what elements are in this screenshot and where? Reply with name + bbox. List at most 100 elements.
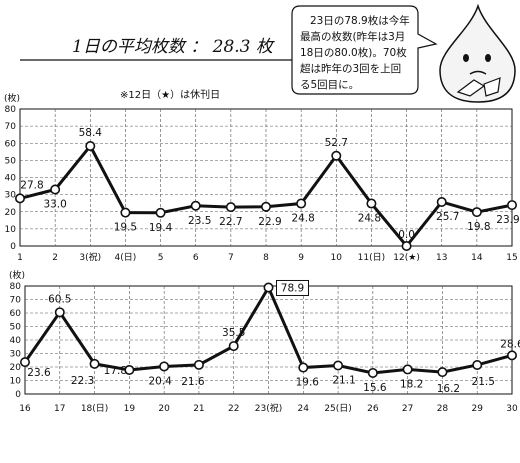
- data-point: [506, 200, 517, 211]
- x-tick-label: 2: [52, 253, 58, 263]
- x-tick-label: 13: [436, 253, 447, 263]
- data-point: [366, 198, 377, 209]
- data-point: [401, 241, 412, 252]
- bubble-line-5: る5回目に。: [300, 79, 359, 91]
- data-point: [193, 359, 204, 370]
- holiday-note: ※12日（★）は休刊日: [120, 89, 220, 101]
- data-point: [54, 307, 65, 318]
- data-label: 16.2: [437, 383, 460, 395]
- y-tick-label: 70: [5, 122, 17, 132]
- data-label: 21.1: [332, 375, 355, 387]
- y-tick-label: 0: [10, 242, 16, 252]
- x-tick-label: 22: [228, 404, 239, 414]
- data-point: [124, 364, 135, 375]
- y-tick-label: 40: [10, 336, 22, 346]
- data-point: [260, 201, 271, 212]
- data-point: [89, 358, 100, 369]
- data-point: [402, 364, 413, 375]
- y-tick-label: 10: [10, 377, 22, 387]
- x-tick-label: 17: [54, 404, 65, 414]
- x-tick-label: 18(日): [81, 403, 108, 414]
- data-label: 60.5: [48, 293, 71, 305]
- x-tick-label: 30: [506, 404, 518, 414]
- data-label-box: [276, 279, 309, 296]
- data-point: [50, 184, 61, 195]
- data-label: 22.7: [219, 216, 242, 228]
- x-tick-label: 14: [471, 253, 483, 263]
- x-tick-label: 26: [367, 404, 379, 414]
- bubble-line-2: 最高の枚数(昨年は3月: [300, 30, 405, 43]
- x-tick-label: 28: [437, 404, 449, 414]
- data-label: 28.6: [500, 338, 520, 350]
- x-tick-label: 16: [19, 404, 31, 414]
- x-tick-label: 6: [193, 253, 199, 263]
- data-label: 58.4: [79, 127, 103, 139]
- x-tick-label: 29: [471, 404, 483, 414]
- x-tick-label: 23(祝): [255, 402, 282, 414]
- data-point: [19, 357, 30, 368]
- data-point: [506, 350, 517, 361]
- data-label: 33.0: [43, 198, 66, 210]
- data-label: 19.5: [114, 222, 137, 234]
- x-tick-label: 7: [228, 253, 234, 263]
- data-label: 25.7: [436, 211, 459, 223]
- y-tick-label: 60: [5, 139, 17, 149]
- y-unit-label: (枚): [9, 269, 25, 281]
- data-point: [15, 193, 25, 204]
- data-label: 17.8: [104, 365, 127, 377]
- bubble-line-3: 18日の80.0枚)。70枚: [300, 46, 407, 59]
- data-label: 19.6: [296, 377, 320, 389]
- x-tick-label: 1: [17, 253, 23, 263]
- data-label: 22.9: [258, 216, 281, 228]
- x-tick-label: 9: [298, 253, 304, 263]
- x-tick-label: 25(日): [324, 403, 351, 414]
- data-label: 35.5: [222, 327, 245, 339]
- data-label: 19.4: [149, 222, 173, 234]
- data-point: [296, 198, 307, 209]
- x-tick-label: 4(日): [115, 252, 137, 263]
- data-point: [228, 341, 239, 352]
- data-label: 21.5: [472, 376, 495, 388]
- data-label: 0.0: [398, 229, 415, 241]
- water-drop-mascot-icon: [439, 3, 516, 103]
- data-point: [120, 207, 131, 218]
- data-label: 20.4: [148, 375, 172, 387]
- data-label: 18.2: [400, 378, 423, 390]
- y-tick-label: 20: [5, 208, 17, 218]
- data-point: [190, 200, 201, 211]
- data-label: 21.6: [181, 376, 205, 388]
- y-unit-label: (枚): [4, 92, 20, 104]
- x-tick-label: 5: [158, 253, 164, 263]
- y-tick-label: 70: [10, 296, 22, 306]
- data-label: 23.9: [496, 214, 519, 226]
- data-label: 24.8: [358, 213, 381, 225]
- data-label: 52.7: [325, 137, 348, 149]
- bubble-line-4: 超は昨年の3回を上回: [300, 62, 401, 75]
- x-tick-label: 24: [298, 404, 310, 414]
- data-label: 27.8: [20, 179, 43, 191]
- chart-1-15: 0 10 20 30 40 50 60 70 80(枚) 1 2 3(祝) 4(日) 5 6 7 8 9 10 11(…: [4, 92, 520, 263]
- data-label: 24.8: [291, 213, 314, 225]
- y-tick-label: 40: [5, 174, 17, 184]
- data-point: [471, 207, 482, 218]
- x-tick-label: 11(日): [358, 252, 385, 263]
- x-tick-label: 19: [124, 404, 136, 414]
- y-tick-label: 30: [10, 350, 22, 360]
- data-point: [333, 360, 344, 371]
- data-point: [436, 196, 447, 207]
- x-tick-label: 27: [402, 404, 413, 414]
- y-tick-label: 30: [5, 191, 17, 201]
- x-tick-label: 21: [193, 404, 204, 414]
- y-tick-label: 80: [5, 105, 17, 115]
- data-label: 15.6: [363, 382, 387, 394]
- data-label: 22.3: [71, 375, 94, 387]
- data-label: 78.9: [281, 282, 304, 294]
- data-point: [298, 362, 309, 373]
- x-tick-label: 3(祝): [79, 251, 101, 263]
- data-point: [85, 140, 96, 151]
- data-label: 23.5: [188, 215, 211, 227]
- x-tick-label: 10: [331, 253, 343, 263]
- chart-16-30: 0 10 20 30 40 50 60 70 80(枚) 16 17 18(日) 19 20 21 22 23(…: [9, 269, 520, 414]
- data-point: [155, 207, 166, 218]
